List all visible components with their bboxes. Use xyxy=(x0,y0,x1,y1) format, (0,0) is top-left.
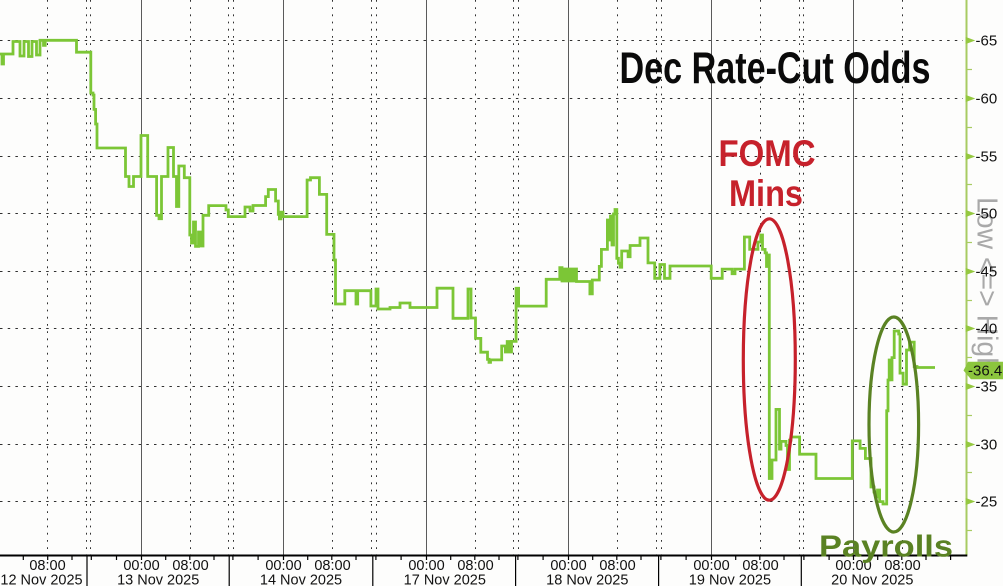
svg-text:-50: -50 xyxy=(976,206,998,223)
svg-text:00:00: 00:00 xyxy=(265,558,301,574)
svg-text:14 Nov 2025: 14 Nov 2025 xyxy=(260,573,342,586)
svg-text:08:00: 08:00 xyxy=(29,558,65,574)
svg-text:-45: -45 xyxy=(976,264,998,281)
svg-text:08:00: 08:00 xyxy=(742,558,778,574)
svg-text:-25: -25 xyxy=(976,494,998,511)
svg-text:17 Nov 2025: 17 Nov 2025 xyxy=(404,573,486,586)
svg-text:00:00: 00:00 xyxy=(693,558,729,574)
svg-text:08:00: 08:00 xyxy=(599,558,635,574)
svg-text:FOMC: FOMC xyxy=(719,133,816,174)
svg-text:08:00: 08:00 xyxy=(884,558,920,574)
svg-text:-60: -60 xyxy=(976,91,998,108)
svg-text:-55: -55 xyxy=(976,149,998,166)
svg-text:00:00: 00:00 xyxy=(408,558,444,574)
svg-text:00:00: 00:00 xyxy=(123,558,159,574)
svg-text:13 Nov 2025: 13 Nov 2025 xyxy=(117,573,199,586)
svg-text:08:00: 08:00 xyxy=(172,558,208,574)
svg-text:-30: -30 xyxy=(976,437,998,454)
svg-text:Payrolls: Payrolls xyxy=(819,529,953,564)
svg-text:12 Nov 2025: 12 Nov 2025 xyxy=(0,573,82,586)
svg-text:20 Nov 2025: 20 Nov 2025 xyxy=(831,573,913,586)
svg-text:18 Nov 2025: 18 Nov 2025 xyxy=(546,573,628,586)
svg-text:Mins: Mins xyxy=(729,173,803,214)
svg-text:-36.4: -36.4 xyxy=(968,363,1002,380)
svg-text:08:00: 08:00 xyxy=(314,558,350,574)
svg-text:-35: -35 xyxy=(976,379,998,396)
svg-text:Dec Rate-Cut Odds: Dec Rate-Cut Odds xyxy=(620,44,931,93)
svg-text:08:00: 08:00 xyxy=(457,558,493,574)
svg-text:00:00: 00:00 xyxy=(835,558,871,574)
svg-text:-65: -65 xyxy=(976,33,998,50)
svg-text:19 Nov 2025: 19 Nov 2025 xyxy=(689,573,771,586)
svg-text:Low <=> High: Low <=> High xyxy=(971,197,1003,373)
svg-text:00:00: 00:00 xyxy=(550,558,586,574)
svg-text:-40: -40 xyxy=(976,321,998,338)
